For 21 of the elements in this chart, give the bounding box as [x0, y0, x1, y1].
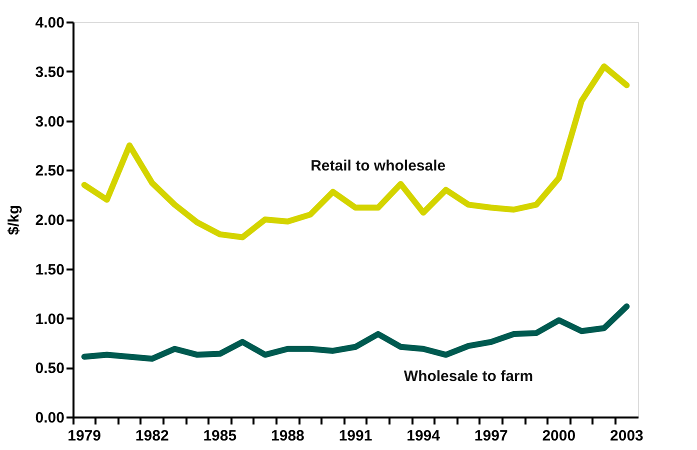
series-label: Retail to wholesale: [310, 158, 446, 175]
y-tick-label: 0.00: [35, 410, 64, 426]
x-tick-label: 1997: [474, 428, 508, 444]
x-tick-label: 2000: [542, 428, 576, 444]
y-axis-title: $/kg: [5, 204, 22, 236]
x-tick-label: 1994: [406, 428, 441, 444]
x-tick-label: 1985: [203, 428, 237, 444]
series-label: Wholesale to farm: [404, 368, 534, 385]
y-tick-label: 2.00: [35, 212, 64, 229]
x-tick-label: 2003: [610, 428, 644, 444]
y-tick-label: 1.50: [35, 261, 64, 278]
y-tick-label: 2.50: [35, 162, 64, 180]
x-tick-label: 1982: [135, 428, 169, 444]
y-tick-label: 1.00: [35, 310, 64, 328]
x-tick-label: 1988: [271, 428, 304, 444]
y-tick-label: 4.00: [35, 14, 64, 32]
y-tick-label: 3.50: [35, 64, 64, 81]
y-tick-label: 0.50: [35, 360, 64, 378]
y-tick-label: 3.00: [35, 113, 64, 130]
x-tick-label: 1979: [68, 428, 101, 444]
x-tick-label: 1991: [338, 428, 372, 444]
